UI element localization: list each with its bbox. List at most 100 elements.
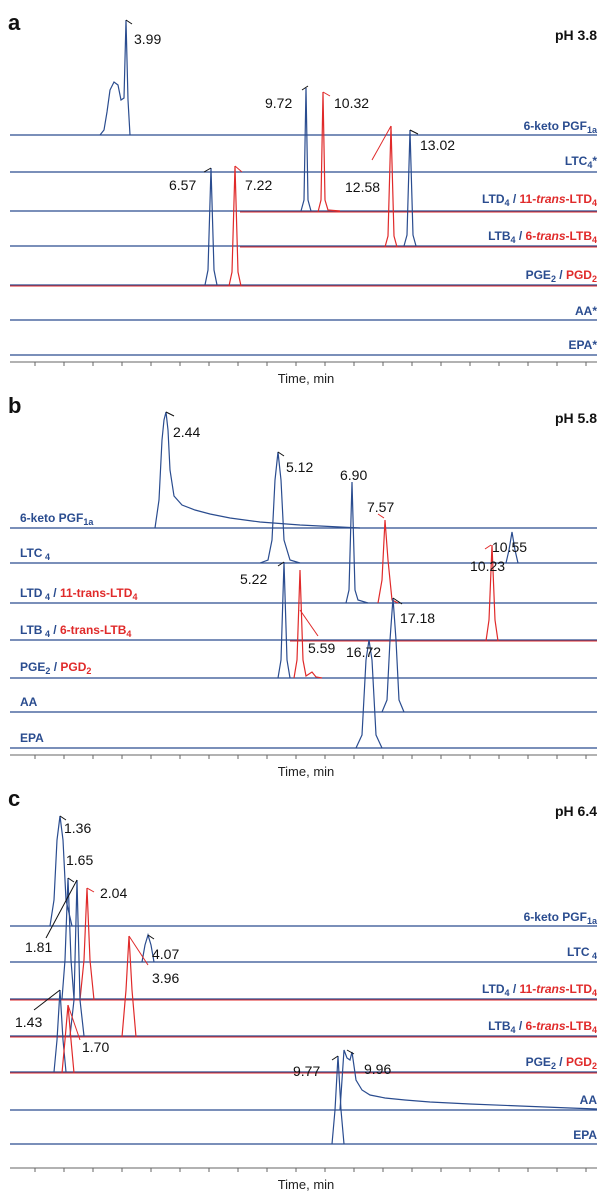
flag-c-6 (128, 935, 149, 966)
panel-a: a pH 3.8 3.99 9.72 10.32 13.02 1 (8, 10, 598, 386)
peak-label-c-9.96: 9.96 (364, 1061, 391, 1077)
flag-a-5 (371, 125, 392, 161)
peak-b-7.57 (377, 519, 399, 604)
trace-label-b-4: LTB 4 / 6-trans-LTB4 (20, 623, 131, 639)
trace-label-c-2: LTC 4 (567, 945, 597, 961)
flag-c-9 (346, 1049, 355, 1055)
peak-label-b-10.23: 10.23 (470, 558, 505, 574)
flag-c-3 (86, 887, 95, 893)
peak-label-a-9.72: 9.72 (265, 95, 292, 111)
peak-label-c-1.43: 1.43 (15, 1014, 42, 1030)
flag-b-6 (392, 597, 403, 605)
peak-label-b-6.90: 6.90 (340, 467, 367, 483)
x-axis-ticks-c (34, 1168, 587, 1172)
trace-label-b-5: PGE2 / PGD2 (20, 660, 91, 676)
panel-c: c pH 6.4 1.36 (8, 786, 598, 1192)
peak-a-10.32 (317, 91, 341, 213)
peak-b-5.22 (277, 561, 291, 679)
peak-a-7.22 (228, 165, 242, 287)
trace-label-a-6: AA* (575, 304, 597, 318)
trace-label-a-5: PGE2 / PGD2 (526, 268, 597, 284)
x-axis-title-a: Time, min (278, 371, 335, 386)
flag-c-8 (67, 1004, 81, 1041)
flag-b-2 (277, 451, 285, 457)
peak-a-6.57 (204, 167, 218, 286)
peak-a-13.02 (403, 129, 417, 247)
panel-b-letter: b (8, 393, 21, 418)
peak-label-b-16.72: 16.72 (346, 644, 381, 660)
panel-a-letter: a (8, 10, 21, 35)
peak-c-2.04 (79, 887, 95, 1001)
peak-b-6.90 (345, 481, 369, 604)
peak-label-b-2.44: 2.44 (173, 424, 200, 440)
flag-c-4 (45, 879, 78, 939)
x-axis-ticks-b (34, 755, 587, 759)
flag-c-2 (67, 877, 75, 883)
peak-label-b-10.55: 10.55 (492, 539, 527, 555)
peak-c-3.96 (121, 935, 137, 1038)
trace-label-b-7: EPA (20, 731, 44, 745)
peak-label-c-4.07: 4.07 (152, 946, 179, 962)
trace-label-c-4: LTB4 / 6-trans-LTB4 (488, 1019, 597, 1035)
peak-label-c-3.96: 3.96 (152, 970, 179, 986)
peak-label-b-5.59: 5.59 (308, 640, 335, 656)
flag-a-3 (322, 91, 331, 97)
peak-label-a-3.99: 3.99 (134, 31, 161, 47)
peak-label-a-6.57: 6.57 (169, 177, 196, 193)
x-axis-title-b: Time, min (278, 764, 335, 779)
flag-a-2 (301, 85, 309, 91)
peak-a-9.72 (300, 87, 312, 212)
flag-c-10 (331, 1055, 339, 1061)
trace-label-b-1: 6-keto PGF1a (20, 511, 94, 527)
trace-label-b-6: AA (20, 695, 38, 709)
peak-label-b-5.12: 5.12 (286, 459, 313, 475)
x-axis-ticks-a (34, 362, 587, 366)
peak-label-b-7.57: 7.57 (367, 499, 394, 515)
flag-c-7 (33, 989, 61, 1011)
flag-a-7 (234, 165, 243, 173)
peak-b-10.55 (505, 531, 519, 564)
flag-c-5 (147, 934, 155, 940)
peak-label-c-2.04: 2.04 (100, 885, 127, 901)
trace-label-c-1: 6-keto PGF1a (524, 910, 598, 926)
peak-b-5.59 (293, 569, 323, 679)
peak-label-c-9.77: 9.77 (293, 1063, 320, 1079)
trace-label-a-2: LTC4* (565, 154, 597, 170)
panel-a-title: pH 3.8 (555, 27, 597, 43)
trace-label-b-2: LTC 4 (20, 546, 50, 562)
peak-label-b-17.18: 17.18 (400, 610, 435, 626)
peak-c-9.96 (339, 1049, 598, 1111)
peak-label-c-1.36: 1.36 (64, 820, 91, 836)
trace-label-a-3: LTD4 / 11-trans-LTD4 (482, 192, 597, 208)
peak-label-a-12.58: 12.58 (345, 179, 380, 195)
trace-label-c-3: LTD4 / 11-trans-LTD4 (482, 982, 597, 998)
peak-c-1.81 (69, 879, 85, 1037)
flag-a-6 (203, 167, 212, 173)
peak-b-10.23 (485, 544, 499, 642)
peak-b-2.44 (154, 411, 361, 529)
flag-b-5 (299, 609, 319, 637)
flag-b-7 (484, 544, 492, 550)
trace-label-a-1: 6-keto PGF1a (524, 119, 598, 135)
peak-label-c-1.81: 1.81 (25, 939, 52, 955)
flag-a-4 (409, 129, 419, 135)
trace-label-c-7: EPA (573, 1128, 597, 1142)
peak-a-3.99 (99, 19, 131, 136)
flag-b-1 (165, 411, 175, 417)
flag-b-3 (377, 513, 385, 519)
trace-label-c-5: PGE2 / PGD2 (526, 1055, 597, 1071)
panel-c-letter: c (8, 786, 20, 811)
flag-c-1 (59, 815, 67, 821)
panel-b: b pH 5.8 2.44 5.12 6.90 7.57 (8, 393, 597, 779)
panel-b-title: pH 5.8 (555, 410, 597, 426)
trace-label-a-4: LTB4 / 6-trans-LTB4 (488, 229, 597, 245)
peak-label-a-13.02: 13.02 (420, 137, 455, 153)
trace-label-b-3: LTD 4 / 11-trans-LTD4 (20, 586, 137, 602)
peak-a-12.58 (384, 125, 398, 248)
trace-label-c-6: AA (580, 1093, 598, 1107)
peak-b-16.72 (355, 639, 383, 749)
peak-label-b-5.22: 5.22 (240, 571, 267, 587)
panel-c-title: pH 6.4 (555, 803, 597, 819)
trace-label-a-7: EPA* (569, 338, 598, 352)
